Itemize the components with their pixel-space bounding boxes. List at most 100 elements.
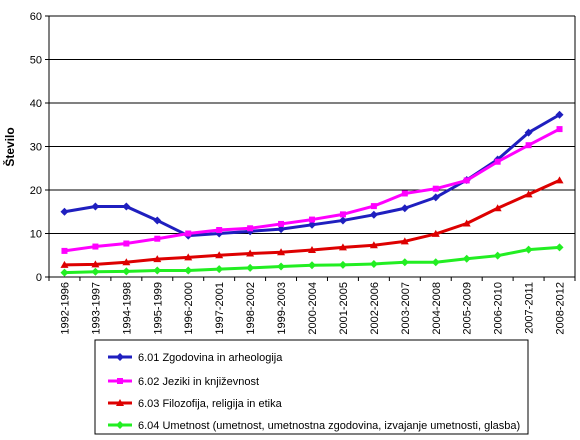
data-point [309, 216, 315, 223]
data-point [60, 207, 69, 216]
data-point [400, 237, 409, 245]
x-tick-label: 2005-2009 [462, 282, 474, 335]
data-point [122, 202, 131, 211]
legend-label: 6.03 Filozofija, religija in etika [138, 398, 283, 410]
data-point [493, 251, 502, 260]
data-point [400, 204, 409, 213]
data-point [370, 203, 377, 210]
series-2 [61, 126, 563, 254]
x-tick-label: 2007-2011 [524, 282, 536, 334]
data-point [60, 260, 69, 268]
data-point [338, 260, 347, 269]
data-point [246, 263, 255, 272]
data-point [555, 243, 564, 252]
data-point [122, 267, 131, 276]
gridlines [49, 15, 575, 234]
data-point [154, 235, 161, 242]
data-point [524, 190, 533, 198]
data-point [339, 211, 346, 218]
data-point [91, 260, 100, 268]
data-point [555, 110, 564, 119]
data-point [494, 158, 501, 165]
data-point [277, 225, 286, 234]
data-point [61, 247, 68, 254]
data-point [525, 142, 532, 149]
data-point [278, 220, 285, 227]
series-3 [60, 176, 564, 268]
legend-box [94, 339, 529, 435]
data-point [153, 255, 162, 263]
data-point [308, 246, 316, 254]
data-point [215, 251, 224, 259]
data-point [92, 243, 99, 250]
legend-label: 6.02 Jeziki in književnost [138, 376, 259, 388]
x-tick-label: 1994-1998 [121, 282, 133, 335]
data-point [462, 219, 471, 227]
x-tick-label: 2008-2012 [555, 282, 567, 335]
x-tick-label: 1998-2002 [245, 282, 257, 335]
data-point [338, 216, 347, 225]
data-point [184, 253, 193, 261]
data-point [369, 259, 378, 268]
x-tick-label: 2006-2010 [493, 282, 505, 335]
x-tick-label: 1996-2000 [183, 282, 195, 335]
legend-label: 6.04 Umetnost (umetnost, umetnostna zgod… [138, 420, 520, 432]
y-tick-label: 20 [30, 185, 42, 197]
data-point [116, 353, 124, 361]
data-point [369, 241, 378, 249]
data-point [247, 225, 254, 232]
data-point [153, 266, 162, 275]
data-point [462, 254, 471, 263]
x-tick-label: 1993-1997 [90, 282, 102, 335]
x-tick-label: 2002-2006 [369, 282, 381, 335]
data-point [116, 399, 124, 406]
data-point [524, 128, 533, 137]
data-point [401, 190, 408, 197]
data-point [338, 243, 347, 251]
data-point [116, 421, 124, 429]
data-point [277, 248, 286, 256]
data-point [91, 202, 100, 211]
data-point [215, 265, 224, 274]
data-point [153, 216, 162, 225]
series-4 [60, 243, 564, 277]
data-point [556, 126, 563, 133]
legend-item: 6.01 Zgodovina in arheologija [108, 352, 283, 364]
data-point [432, 185, 439, 192]
y-tick-label: 10 [30, 229, 42, 241]
x-tick-label: 1999-2003 [276, 282, 288, 335]
data-point [308, 261, 316, 270]
series-group [60, 110, 564, 277]
data-point [185, 230, 192, 237]
x-tick-label: 1995-1999 [152, 282, 164, 335]
data-point [122, 258, 131, 266]
data-point [60, 268, 69, 277]
legend-label: 6.01 Zgodovina in arheologija [138, 352, 283, 364]
data-point [400, 258, 409, 267]
y-tick-label: 60 [30, 11, 42, 23]
data-point [431, 193, 440, 202]
data-point [431, 258, 440, 267]
y-tick-label: 30 [30, 142, 42, 154]
axes [48, 16, 576, 278]
x-tick-label: 2000-2004 [307, 282, 319, 335]
y-tick-label: 0 [36, 272, 42, 284]
data-point [246, 249, 255, 257]
y-axis-ticks: 0 10 20 30 40 50 60 [30, 11, 49, 284]
x-tick-label: 1997-2001 [214, 282, 226, 335]
x-tick-label: 2003-2007 [400, 282, 412, 335]
data-point [493, 204, 502, 212]
data-point [308, 220, 316, 229]
x-axis-ticks: 1992-1996 1993-1997 1994-1998 1995-1999 1996… [48, 277, 576, 335]
data-point [369, 210, 378, 219]
data-point [91, 267, 100, 276]
y-tick-label: 50 [30, 55, 42, 67]
x-tick-label: 1992-1996 [59, 282, 71, 335]
y-axis-label: Število [2, 127, 17, 166]
data-point [123, 240, 130, 247]
data-point [216, 227, 223, 234]
data-point [524, 245, 533, 254]
data-point [555, 176, 564, 184]
y-tick-label: 40 [30, 98, 42, 110]
